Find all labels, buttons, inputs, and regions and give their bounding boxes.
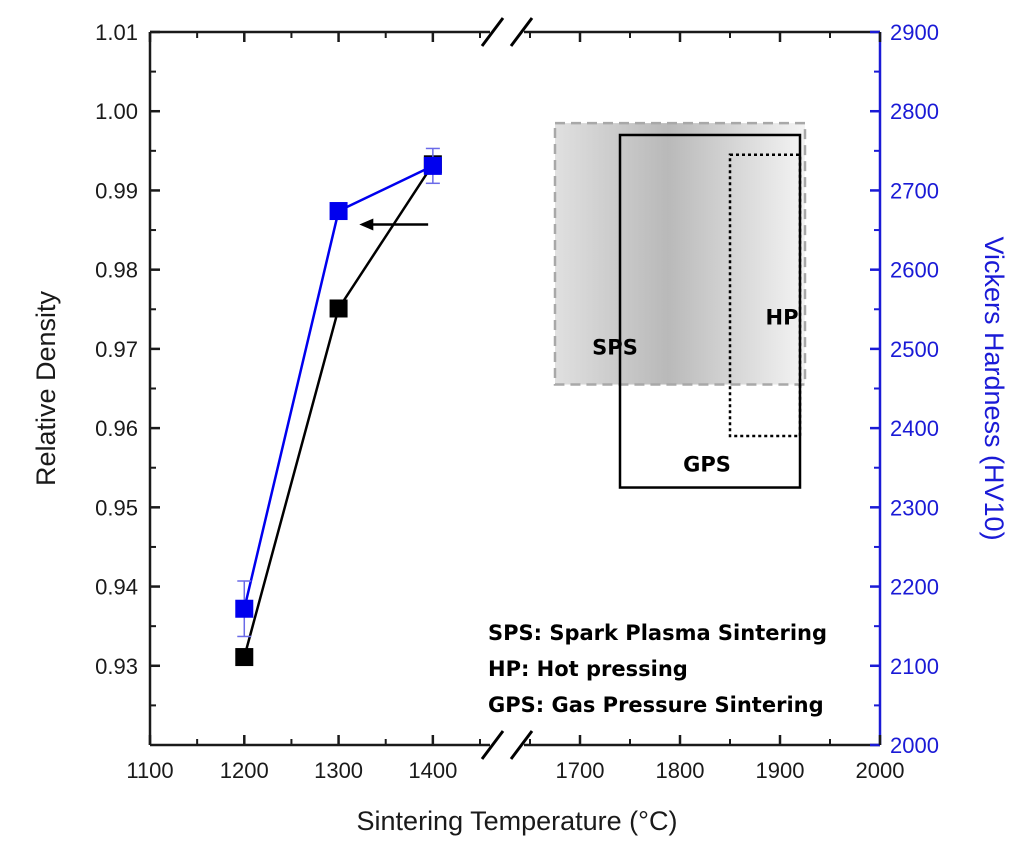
left-tick-label: 0.96	[95, 416, 138, 441]
x-tick-label: 1800	[656, 758, 705, 783]
legend-line: GPS: Gas Pressure Sintering	[488, 693, 824, 717]
x-tick-label: 1400	[408, 758, 457, 783]
x-tick-label: 1700	[556, 758, 605, 783]
region-label-sps: SPS	[592, 335, 638, 359]
series-line-0	[243, 163, 434, 658]
series-layer	[235, 147, 442, 667]
legend-line: HP: Hot pressing	[488, 657, 688, 681]
data-point-0	[235, 648, 254, 667]
left-tick-label: 0.95	[95, 495, 138, 520]
regions-layer	[553, 121, 807, 489]
x-tick-label: 1200	[220, 758, 269, 783]
x-tick-label: 2000	[856, 758, 905, 783]
right-tick-label: 2600	[890, 258, 939, 283]
data-point-0	[329, 299, 348, 318]
right-tick-label: 2100	[890, 654, 939, 679]
labels-layer: SPS GPS HP 0.93 0.94 0.95 0.96 0.97 0.98 0.99 1.00…	[31, 20, 1009, 836]
left-tick-label: 0.93	[95, 654, 138, 679]
right-tick-label: 2300	[890, 495, 939, 520]
region-sps	[553, 121, 807, 386]
data-point-1	[423, 156, 442, 175]
left-tick-label: 0.99	[95, 178, 138, 203]
region-label-gps: GPS	[683, 453, 731, 477]
right-tick-label: 2500	[890, 337, 939, 362]
legend-line: SPS: Spark Plasma Sintering	[488, 621, 827, 645]
x-tick-label: 1100	[126, 758, 173, 783]
shift-arrow-head	[359, 218, 374, 231]
region-label-hp: HP	[766, 305, 799, 329]
left-tick-label: 1.00	[95, 99, 138, 124]
left-axis-title: Relative Density	[31, 290, 61, 486]
left-tick-label: 0.98	[95, 258, 138, 283]
x-tick-label: 1900	[756, 758, 805, 783]
right-axis-title: Vickers Hardness (HV10)	[979, 236, 1009, 540]
left-tick-label: 1.01	[95, 20, 138, 45]
axes-layer	[148, 17, 882, 760]
axis-break-mark	[509, 17, 534, 47]
left-tick-label: 0.94	[95, 575, 138, 600]
right-tick-label: 2000	[890, 733, 939, 758]
data-point-1	[235, 599, 254, 618]
axis-break-mark	[509, 730, 534, 760]
region-hp	[728, 153, 802, 438]
axis-break-mark	[480, 17, 505, 47]
left-tick-label: 0.97	[95, 337, 138, 362]
x-axis-title: Sintering Temperature (°C)	[357, 806, 678, 836]
region-gps	[618, 133, 802, 489]
axis-break-mark	[480, 730, 505, 760]
right-tick-label: 2200	[890, 575, 939, 600]
data-point-1	[329, 202, 348, 221]
right-tick-label: 2800	[890, 99, 939, 124]
right-tick-label: 2700	[890, 178, 939, 203]
x-tick-label: 1300	[314, 758, 363, 783]
right-tick-label: 2900	[890, 20, 939, 45]
series-line-1	[243, 164, 434, 610]
right-tick-label: 2400	[890, 416, 939, 441]
